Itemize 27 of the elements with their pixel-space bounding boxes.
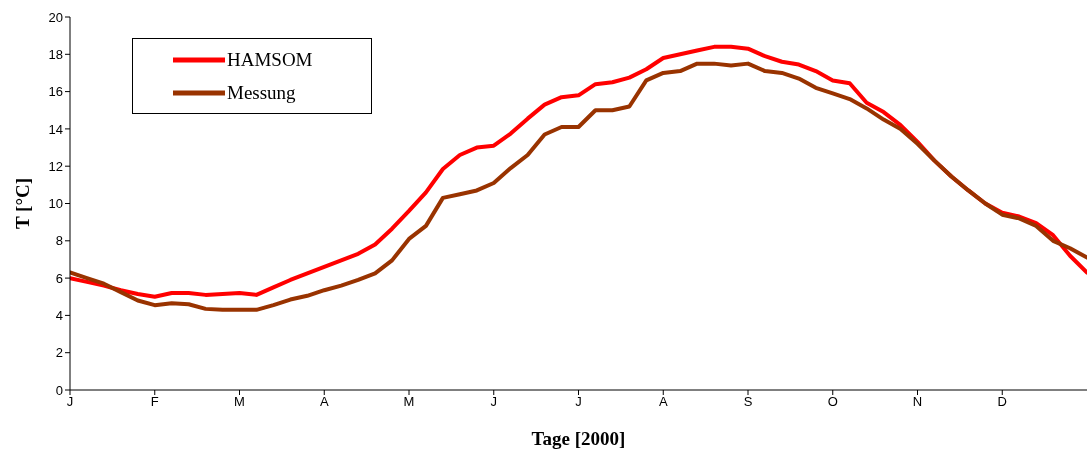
legend-label: HAMSOM: [227, 48, 313, 71]
x-axis-title: Tage [2000]: [531, 428, 626, 449]
y-tick-label: 0: [55, 382, 63, 398]
x-tick-label: N: [912, 394, 923, 410]
x-tick-label: J: [66, 394, 74, 410]
x-tick-label: S: [743, 394, 753, 410]
y-tick-label: 14: [48, 121, 63, 137]
y-axis-title: T [°C]: [11, 177, 33, 230]
x-tick-label: M: [234, 394, 245, 410]
legend-label: Messung: [227, 81, 296, 104]
y-tick-label: 20: [48, 9, 63, 25]
x-tick-label: J: [575, 394, 582, 410]
y-tick-label: 12: [48, 158, 63, 174]
y-tick-label: 8: [55, 233, 63, 249]
x-tick-label: F: [150, 394, 159, 410]
y-tick-label: 6: [55, 270, 63, 286]
y-tick-label: 10: [48, 196, 63, 212]
x-tick-label: J: [490, 394, 497, 410]
y-tick-label: 4: [55, 308, 63, 324]
y-tick-label: 2: [55, 345, 63, 361]
x-tick-label: A: [319, 394, 329, 410]
x-tick-label: O: [827, 394, 838, 410]
y-tick-label: 18: [48, 46, 63, 62]
x-tick-label: A: [658, 394, 668, 410]
x-tick-label: M: [403, 394, 415, 410]
x-tick-label: D: [997, 394, 1007, 410]
y-tick-label: 16: [48, 84, 63, 100]
